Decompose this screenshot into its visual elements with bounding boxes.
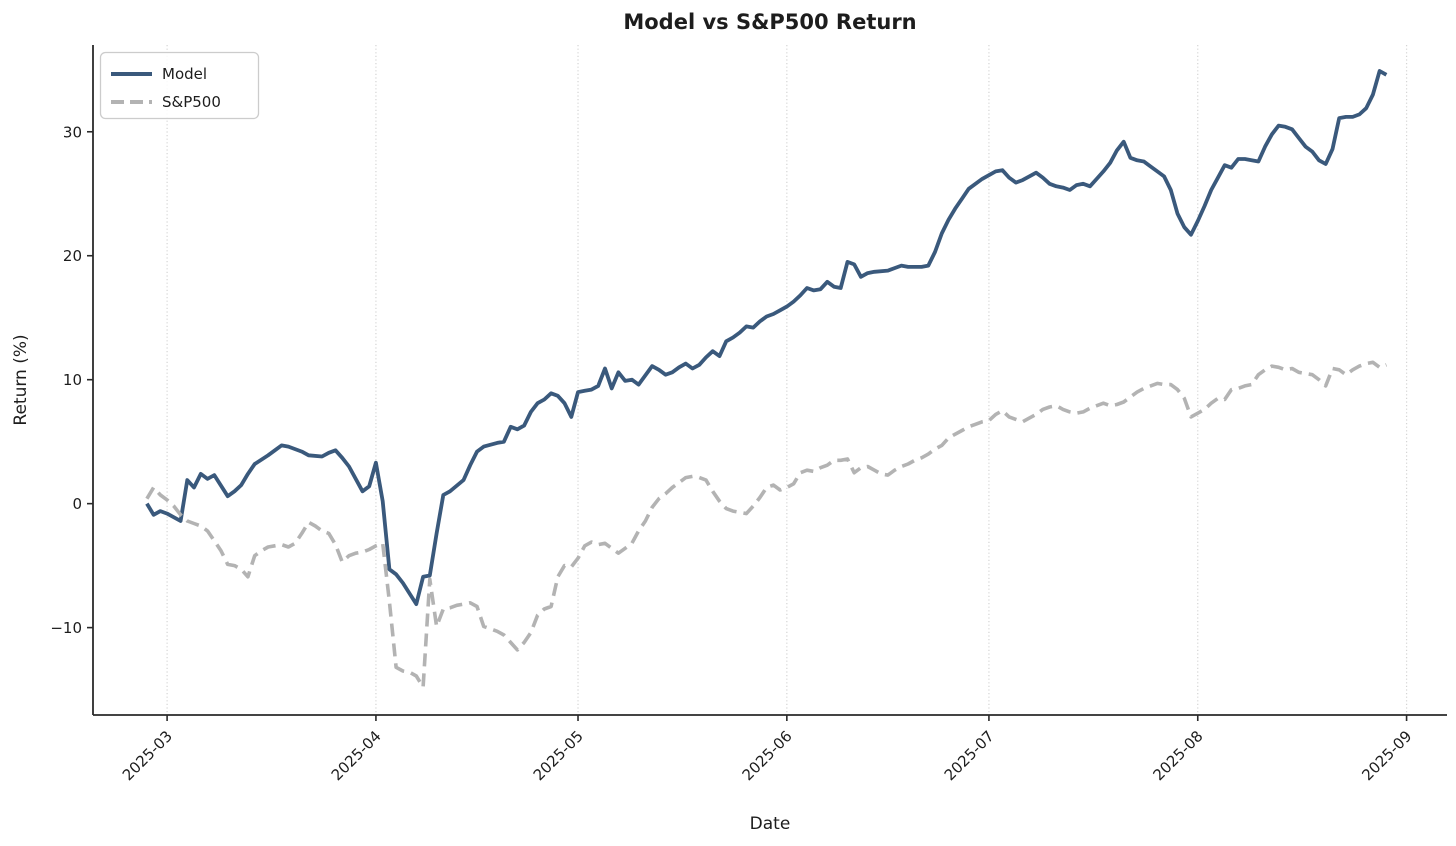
legend-label-sp500: S&P500	[162, 93, 221, 111]
legend: Model S&P500	[99, 51, 260, 120]
y-tick-label--10: −10	[50, 619, 82, 637]
x-tick-label-2025-08: 2025-08	[1150, 727, 1207, 784]
y-tick-label-20: 20	[63, 247, 82, 265]
axis-layer: 2025-03 2025-04 2025-05 2025-06 2025-07 2025-…	[50, 45, 1447, 784]
grid-layer	[166, 45, 1408, 715]
y-tick-label-0: 0	[72, 495, 82, 513]
x-tick-label-2025-04: 2025-04	[328, 727, 385, 784]
x-tick-label-2025-05: 2025-05	[530, 727, 587, 784]
x-tick-label-2025-09: 2025-09	[1358, 727, 1415, 784]
series-line-model	[145, 69, 1388, 606]
legend-label-model: Model	[162, 65, 207, 83]
y-tick-label-30: 30	[63, 123, 82, 141]
y-tick-label-10: 10	[63, 371, 82, 389]
y-axis-label: Return (%)	[11, 334, 31, 425]
series-line-sp500	[145, 360, 1388, 689]
x-tick-label-2025-03: 2025-03	[119, 727, 176, 784]
x-axis-label: Date	[750, 814, 791, 834]
x-tick-label-2025-06: 2025-06	[739, 727, 796, 784]
chart-title: Model vs S&P500 Return	[623, 10, 916, 34]
series-layer	[145, 69, 1388, 689]
x-tick-label-2025-07: 2025-07	[941, 727, 998, 784]
